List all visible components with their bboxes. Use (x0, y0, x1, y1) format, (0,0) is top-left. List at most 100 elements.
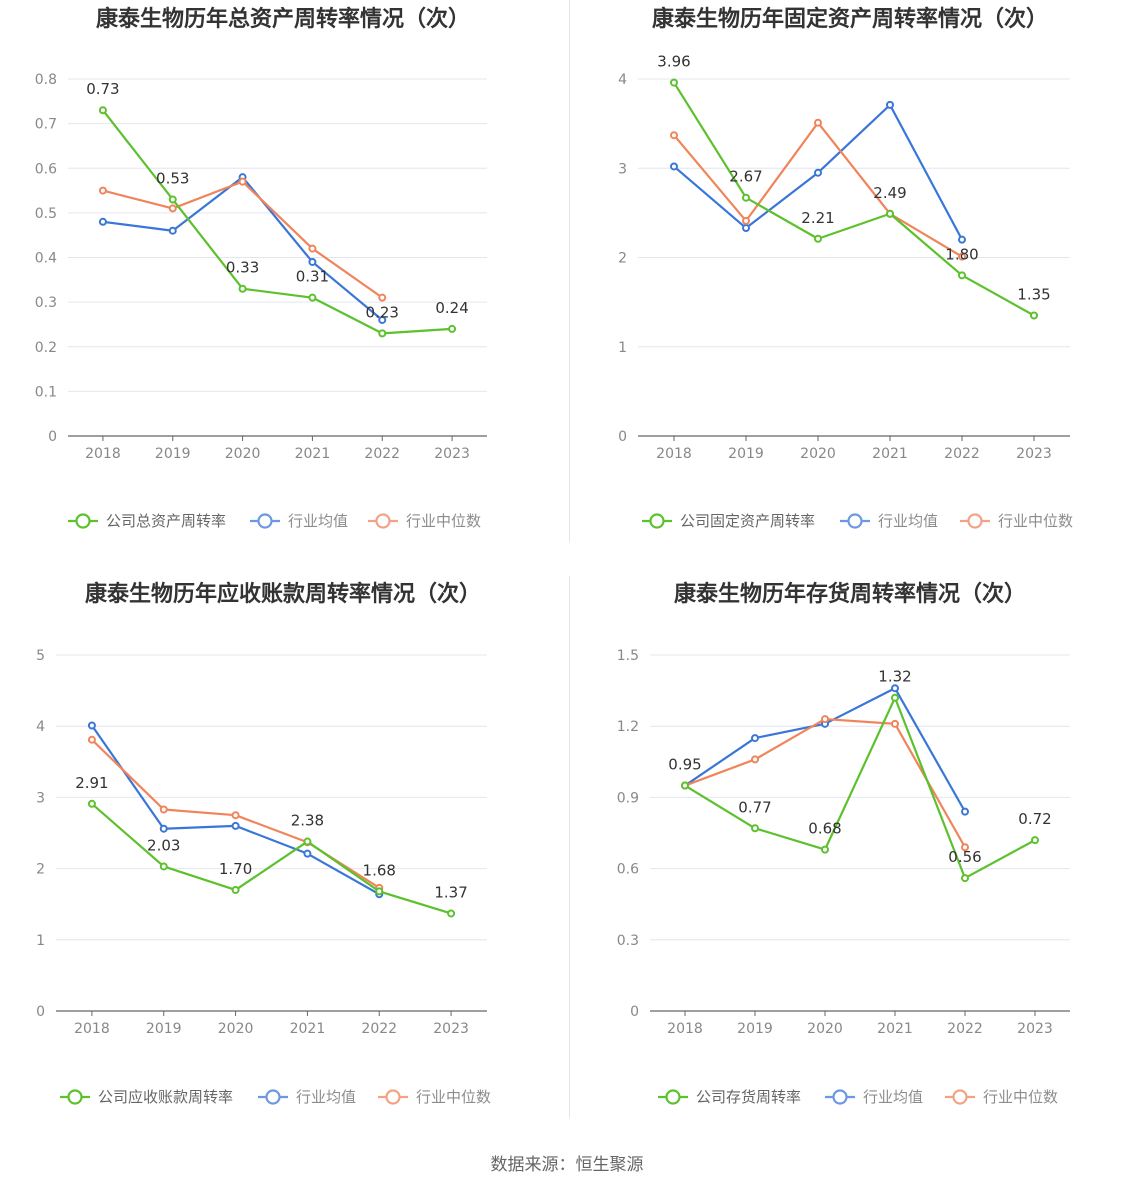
data-point-avg[interactable] (886, 100, 894, 109)
data-point-avg[interactable] (751, 734, 759, 743)
data-point-avg[interactable] (308, 257, 317, 266)
data-point-median[interactable] (168, 204, 177, 213)
data-point-avg[interactable] (98, 217, 107, 226)
legend-marker (952, 1089, 968, 1105)
y-tick-label: 2 (618, 251, 627, 267)
data-point-company[interactable] (961, 874, 969, 883)
data-point-median[interactable] (670, 131, 678, 140)
legend-item-avg[interactable]: 行业均值 (840, 512, 938, 530)
data-point-company[interactable] (448, 324, 457, 333)
legend-item-avg[interactable]: 行业均值 (825, 1088, 923, 1106)
data-label: 2.49 (873, 184, 906, 202)
data-point-avg[interactable] (891, 684, 899, 693)
data-point-avg[interactable] (742, 224, 750, 233)
data-point-avg[interactable] (670, 162, 678, 171)
data-point-avg[interactable] (231, 821, 240, 830)
chart-total-assets-turnover: 康泰生物历年总资产周转率情况（次） 0 0.1 0.2 0.3 0.4 0.5 0.6 0.7 0… (35, 6, 487, 530)
data-point-company[interactable] (375, 887, 384, 896)
data-point-median[interactable] (378, 293, 387, 302)
data-label: 3.96 (657, 53, 690, 71)
data-point-company[interactable] (1030, 311, 1038, 320)
data-point-median[interactable] (814, 118, 822, 127)
data-point-company[interactable] (821, 845, 829, 854)
data-point-median[interactable] (742, 216, 750, 225)
data-point-company[interactable] (87, 799, 96, 808)
data-point-median[interactable] (231, 811, 240, 820)
legend-label: 公司存货周转率 (696, 1088, 801, 1106)
y-tick-label: 1 (36, 933, 45, 949)
data-point-company[interactable] (231, 885, 240, 894)
data-point-median[interactable] (238, 177, 247, 186)
legend-item-median[interactable]: 行业中位数 (378, 1088, 491, 1106)
x-tick-label: 2020 (800, 446, 836, 462)
x-tick-label: 2018 (656, 446, 692, 462)
data-point-company[interactable] (891, 693, 899, 702)
data-point-company[interactable] (303, 837, 312, 846)
x-tick-label: 2022 (361, 1021, 397, 1037)
legend-item-median[interactable]: 行业中位数 (368, 512, 481, 530)
data-point-avg[interactable] (168, 226, 177, 235)
data-point-median[interactable] (961, 843, 969, 852)
data-point-median[interactable] (159, 805, 168, 814)
legend-label: 行业中位数 (406, 512, 481, 530)
x-tick-label: 2023 (1017, 1021, 1053, 1037)
legend-item-company[interactable]: 公司总资产周转率 (68, 512, 226, 530)
data-label: 2.38 (291, 812, 324, 830)
x-tick-label: 2023 (1016, 446, 1052, 462)
data-point-company[interactable] (958, 271, 966, 280)
data-point-company[interactable] (1031, 836, 1039, 845)
data-point-avg[interactable] (159, 824, 168, 833)
data-point-company[interactable] (886, 209, 894, 218)
legend-label: 公司固定资产周转率 (680, 512, 815, 530)
data-point-company[interactable] (168, 195, 177, 204)
y-tick-label: 0.4 (35, 251, 57, 267)
data-point-median[interactable] (891, 719, 899, 728)
data-point-median[interactable] (821, 715, 829, 724)
data-label: 2.67 (729, 168, 762, 186)
chart-receivables-turnover: 康泰生物历年应收账款周转率情况（次） 0 1 2 3 4 5 2018 2019 2020 2021… (36, 581, 491, 1106)
legend-marker (649, 513, 665, 529)
data-label: 1.80 (945, 245, 978, 263)
data-point-avg[interactable] (303, 849, 312, 858)
chart-panel-fixed-assets-turnover: 康泰生物历年固定资产周转率情况（次） 0 1 2 3 4 2018 2019 2020 2021 2… (567, 0, 1134, 570)
data-label: 0.68 (808, 820, 841, 838)
legend-item-avg[interactable]: 行业均值 (250, 512, 348, 530)
series-line-company (684, 696, 1036, 880)
data-label: 2.91 (75, 774, 108, 792)
legend-item-company[interactable]: 公司存货周转率 (658, 1088, 801, 1106)
data-point-company[interactable] (670, 78, 678, 87)
data-point-median[interactable] (751, 755, 759, 764)
data-point-avg[interactable] (814, 168, 822, 177)
data-point-company[interactable] (238, 284, 247, 293)
data-point-company[interactable] (751, 824, 759, 833)
legend-item-avg[interactable]: 行业均值 (258, 1088, 356, 1106)
data-point-company[interactable] (308, 293, 317, 302)
data-point-company[interactable] (814, 234, 822, 243)
legend-item-median[interactable]: 行业中位数 (945, 1088, 1058, 1106)
data-point-median[interactable] (308, 244, 317, 253)
legend-item-company[interactable]: 公司应收账款周转率 (60, 1088, 233, 1106)
chart-title: 康泰生物历年总资产周转率情况（次） (96, 6, 470, 32)
data-point-avg[interactable] (378, 315, 387, 324)
data-point-median[interactable] (87, 735, 96, 744)
data-point-company[interactable] (98, 106, 107, 115)
legend-item-company[interactable]: 公司固定资产周转率 (642, 512, 815, 530)
data-point-avg[interactable] (961, 807, 969, 816)
data-point-avg[interactable] (87, 721, 96, 730)
chart-title: 康泰生物历年应收账款周转率情况（次） (85, 581, 481, 607)
legend-item-median[interactable]: 行业中位数 (960, 512, 1073, 530)
data-point-company[interactable] (159, 862, 168, 871)
data-point-company[interactable] (378, 329, 387, 338)
y-tick-label: 0.3 (35, 295, 57, 311)
panel-divider-top (569, 0, 570, 542)
data-point-company[interactable] (742, 193, 750, 202)
data-point-company[interactable] (681, 781, 689, 790)
data-point-company[interactable] (447, 909, 456, 918)
data-point-avg[interactable] (958, 235, 966, 244)
x-tick-label: 2023 (433, 1021, 469, 1037)
legend-marker (67, 1089, 83, 1105)
data-point-median[interactable] (958, 252, 966, 261)
y-tick-label: 0 (36, 1004, 45, 1020)
data-point-median[interactable] (98, 186, 107, 195)
x-tick-label: 2020 (218, 1021, 254, 1037)
